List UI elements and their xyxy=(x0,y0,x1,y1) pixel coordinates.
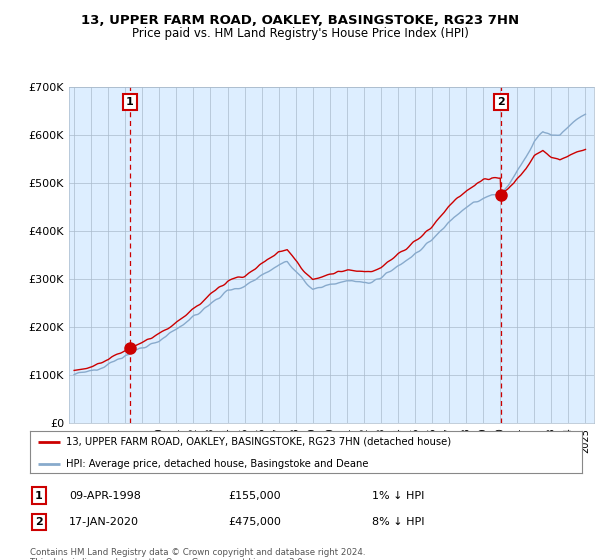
Text: 2: 2 xyxy=(35,517,43,527)
Text: 2: 2 xyxy=(497,97,505,107)
Text: 1: 1 xyxy=(126,97,134,107)
Text: £155,000: £155,000 xyxy=(228,491,281,501)
Text: 13, UPPER FARM ROAD, OAKLEY, BASINGSTOKE, RG23 7HN: 13, UPPER FARM ROAD, OAKLEY, BASINGSTOKE… xyxy=(81,14,519,27)
Text: £475,000: £475,000 xyxy=(228,517,281,527)
Text: 8% ↓ HPI: 8% ↓ HPI xyxy=(372,517,425,527)
Text: 13, UPPER FARM ROAD, OAKLEY, BASINGSTOKE, RG23 7HN (detached house): 13, UPPER FARM ROAD, OAKLEY, BASINGSTOKE… xyxy=(66,437,451,447)
Text: HPI: Average price, detached house, Basingstoke and Deane: HPI: Average price, detached house, Basi… xyxy=(66,459,368,469)
Text: 1% ↓ HPI: 1% ↓ HPI xyxy=(372,491,424,501)
Text: 17-JAN-2020: 17-JAN-2020 xyxy=(69,517,139,527)
Text: Price paid vs. HM Land Registry's House Price Index (HPI): Price paid vs. HM Land Registry's House … xyxy=(131,27,469,40)
Text: 09-APR-1998: 09-APR-1998 xyxy=(69,491,141,501)
Text: Contains HM Land Registry data © Crown copyright and database right 2024.
This d: Contains HM Land Registry data © Crown c… xyxy=(30,548,365,560)
Text: 1: 1 xyxy=(35,491,43,501)
